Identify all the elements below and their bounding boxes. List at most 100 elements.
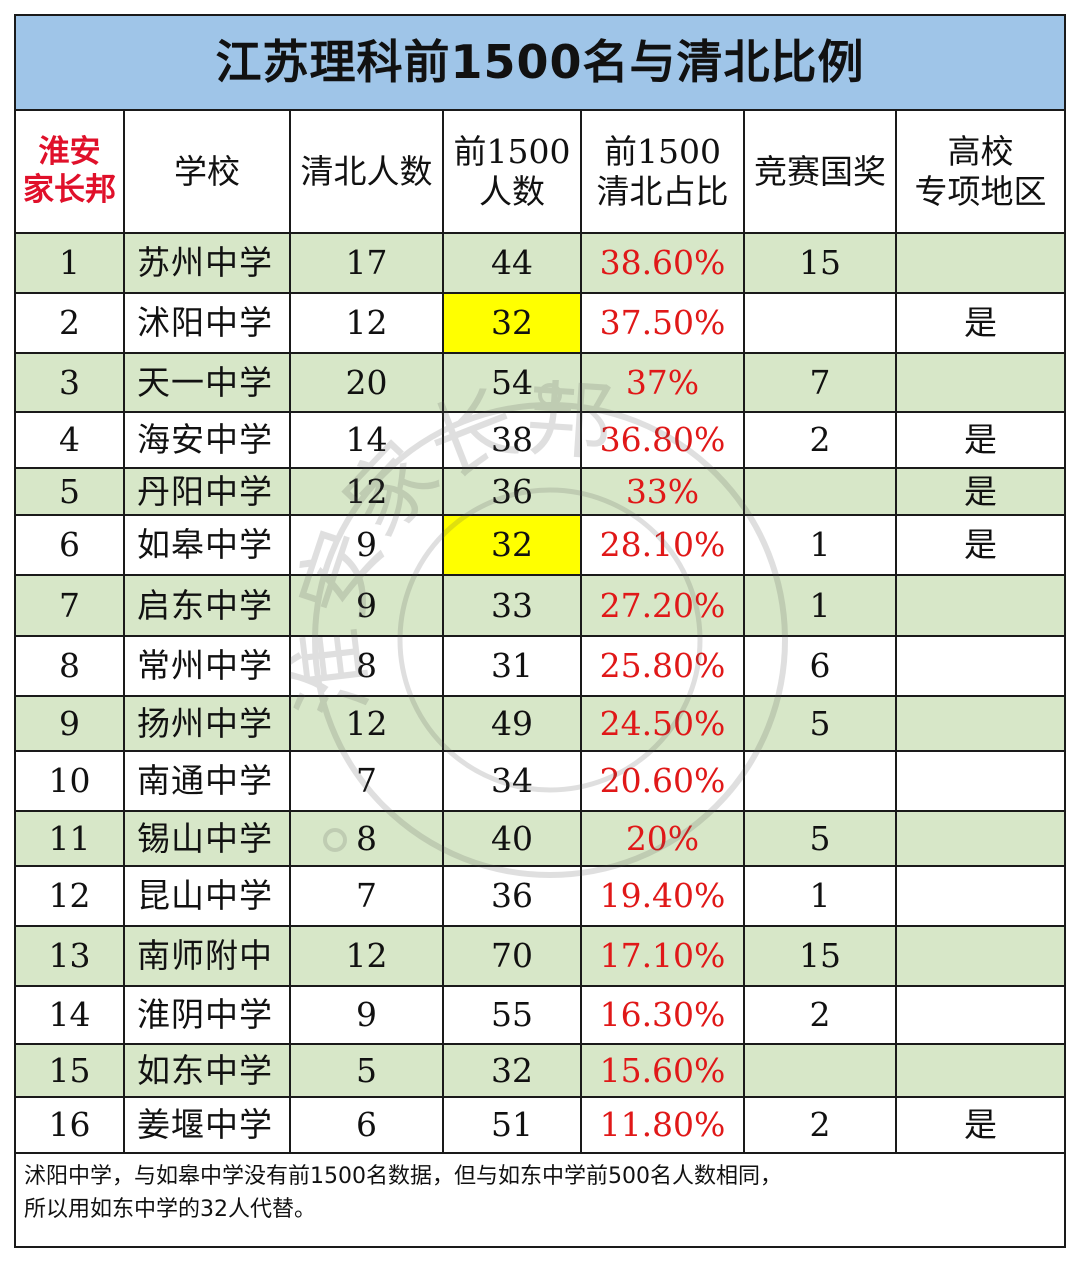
table-row: 15 如东中学 5 32 15.60% [14, 1043, 1067, 1098]
top1500-header: 前1500 人数 [442, 109, 582, 234]
award-cell: 7 [743, 352, 897, 413]
special-cell: 是 [894, 1096, 1067, 1154]
table-row: 6 如皋中学 9 32 28.10% 1 是 [14, 514, 1067, 576]
school-cell: 南师附中 [123, 925, 291, 987]
qingbei-count-header: 清北人数 [289, 109, 444, 234]
rank-cell: 8 [14, 635, 125, 697]
top1500-cell: 34 [442, 750, 582, 812]
rank-cell: 2 [14, 292, 125, 354]
ranking-sheet: 江苏理科前1500名与清北比例 淮安 家长邦 学校 清北人数 前1500 人数 … [13, 14, 1067, 1270]
ratio-cell: 20.60% [580, 750, 745, 812]
top1500-cell: 70 [442, 925, 582, 987]
top1500-header-line1: 前1500 [453, 131, 571, 171]
award-cell: 15 [743, 925, 897, 987]
school-cell: 南通中学 [123, 750, 291, 812]
footnote-line2: 所以用如东中学的32人代替。 [24, 1197, 316, 1222]
qingbei-cell: 8 [289, 810, 444, 867]
rank-cell: 4 [14, 411, 125, 469]
ratio-cell: 16.30% [580, 985, 745, 1045]
school-cell: 启东中学 [123, 574, 291, 637]
ratio-cell: 17.10% [580, 925, 745, 987]
school-cell: 扬州中学 [123, 695, 291, 752]
school-cell: 沭阳中学 [123, 292, 291, 354]
rank-cell: 9 [14, 695, 125, 752]
special-cell: 是 [894, 467, 1067, 516]
ratio-cell: 33% [580, 467, 745, 516]
school-cell: 海安中学 [123, 411, 291, 469]
table-title: 江苏理科前1500名与清北比例 [13, 14, 1067, 111]
school-cell: 昆山中学 [123, 865, 291, 927]
rank-cell: 5 [14, 467, 125, 516]
award-cell: 1 [743, 514, 897, 576]
brand-line1: 淮安 [38, 134, 101, 171]
rank-cell: 11 [14, 810, 125, 867]
top1500-cell: 54 [442, 352, 582, 413]
table-row: 14 淮阴中学 9 55 16.30% 2 [14, 985, 1067, 1045]
rank-cell: 3 [14, 352, 125, 413]
ratio-cell: 37% [580, 352, 745, 413]
special-cell [894, 232, 1067, 294]
award-cell: 5 [743, 810, 897, 867]
qingbei-cell: 17 [289, 232, 444, 294]
school-cell: 常州中学 [123, 635, 291, 697]
award-cell: 1 [743, 574, 897, 637]
rank-cell: 1 [14, 232, 125, 294]
ratio-header: 前1500 清北占比 [580, 109, 745, 234]
qingbei-cell: 7 [289, 750, 444, 812]
table-row: 11 锡山中学 8 40 20% 5 [14, 810, 1067, 867]
school-cell: 如皋中学 [123, 514, 291, 576]
award-cell [743, 1043, 897, 1098]
school-cell: 丹阳中学 [123, 467, 291, 516]
top1500-cell: 36 [442, 865, 582, 927]
rank-cell: 16 [14, 1096, 125, 1154]
special-cell [894, 695, 1067, 752]
ratio-cell: 19.40% [580, 865, 745, 927]
rank-cell: 14 [14, 985, 125, 1045]
rank-cell: 6 [14, 514, 125, 576]
top1500-cell: 32 [442, 1043, 582, 1098]
footnote-line1: 沭阳中学，与如皋中学没有前1500名数据，但与如东中学前500名人数相同， [24, 1164, 782, 1189]
school-cell: 苏州中学 [123, 232, 291, 294]
special-cell: 是 [894, 292, 1067, 354]
top1500-header-line2: 人数 [479, 171, 545, 211]
brand-header: 淮安 家长邦 [14, 109, 125, 234]
top1500-cell: 31 [442, 635, 582, 697]
award-cell [743, 292, 897, 354]
qingbei-cell: 14 [289, 411, 444, 469]
special-cell [894, 865, 1067, 927]
qingbei-cell: 6 [289, 1096, 444, 1154]
ratio-cell: 38.60% [580, 232, 745, 294]
award-cell: 5 [743, 695, 897, 752]
top1500-cell: 36 [442, 467, 582, 516]
table-row: 10 南通中学 7 34 20.60% [14, 750, 1067, 812]
top1500-cell: 38 [442, 411, 582, 469]
ranking-table: 江苏理科前1500名与清北比例 淮安 家长邦 学校 清北人数 前1500 人数 … [13, 14, 1067, 1248]
rank-cell: 15 [14, 1043, 125, 1098]
brand-line2: 家长邦 [23, 171, 116, 208]
header-row: 淮安 家长邦 学校 清北人数 前1500 人数 前1500 清北占比 竞赛国奖 … [14, 109, 1067, 234]
special-cell [894, 574, 1067, 637]
table-row: 4 海安中学 14 38 36.80% 2 是 [14, 411, 1067, 469]
school-header: 学校 [123, 109, 291, 234]
award-cell [743, 467, 897, 516]
ratio-cell: 25.80% [580, 635, 745, 697]
table-row: 1 苏州中学 17 44 38.60% 15 [14, 232, 1067, 294]
special-cell: 是 [894, 514, 1067, 576]
top1500-cell: 40 [442, 810, 582, 867]
ratio-cell: 37.50% [580, 292, 745, 354]
table-row: 12 昆山中学 7 36 19.40% 1 [14, 865, 1067, 927]
qingbei-cell: 9 [289, 985, 444, 1045]
qingbei-cell: 8 [289, 635, 444, 697]
qingbei-cell: 12 [289, 695, 444, 752]
ratio-cell: 24.50% [580, 695, 745, 752]
special-cell [894, 750, 1067, 812]
ratio-header-line1: 前1500 [604, 131, 721, 171]
top1500-cell: 33 [442, 574, 582, 637]
award-cell: 1 [743, 865, 897, 927]
qingbei-cell: 20 [289, 352, 444, 413]
rank-cell: 13 [14, 925, 125, 987]
award-cell: 2 [743, 985, 897, 1045]
table-row: 16 姜堰中学 6 51 11.80% 2 是 [14, 1096, 1067, 1154]
ratio-cell: 20% [580, 810, 745, 867]
rank-cell: 10 [14, 750, 125, 812]
